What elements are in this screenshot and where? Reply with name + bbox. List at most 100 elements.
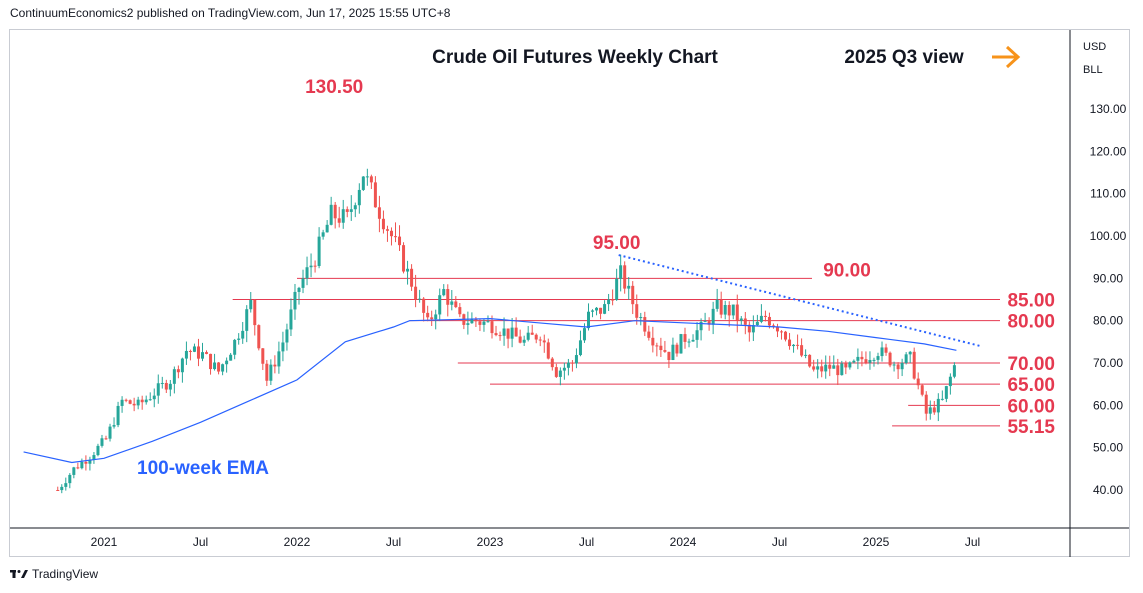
candle (828, 355, 832, 377)
arrow-right-icon (992, 45, 1021, 69)
footer[interactable]: TradingView (10, 567, 98, 581)
candle (217, 361, 221, 375)
candle (221, 363, 225, 376)
candle-body (225, 360, 229, 365)
candle-body (530, 332, 534, 335)
candle (715, 288, 719, 312)
candle (578, 330, 582, 357)
candle (904, 352, 908, 365)
candle-body (800, 345, 804, 356)
candle-body (587, 311, 590, 329)
candle-body (361, 176, 365, 190)
candle (361, 176, 365, 191)
candle (229, 352, 233, 361)
candle (365, 168, 369, 186)
candle-body (80, 461, 84, 469)
candle-body (373, 182, 377, 208)
currency-label: USD (1083, 41, 1107, 53)
candle (615, 268, 619, 301)
candle (450, 290, 454, 311)
candle (824, 355, 828, 379)
x-tick-label: 2025 (863, 535, 890, 549)
candle-body (498, 335, 502, 337)
candle-body (229, 354, 233, 361)
candle-body (418, 298, 422, 300)
candle (381, 210, 385, 234)
candle (502, 317, 506, 346)
candle-body (856, 356, 860, 361)
candle (120, 396, 124, 413)
candle (643, 311, 647, 337)
candle-body (615, 278, 619, 300)
candle-body (627, 285, 631, 289)
candle-body (92, 455, 96, 460)
candle (418, 289, 422, 303)
x-tick-label: 2023 (477, 535, 504, 549)
candle (896, 362, 900, 380)
candle-body (679, 334, 683, 354)
y-tick-label: 130.00 (1090, 102, 1127, 116)
candle (844, 360, 848, 375)
candle-body (932, 407, 936, 413)
candle-body (124, 399, 128, 401)
candle (747, 321, 751, 342)
candle (639, 312, 643, 326)
candle-body (152, 395, 156, 400)
candle-body (623, 265, 627, 289)
candle-body (454, 301, 458, 308)
candle-body (832, 365, 836, 369)
candle-body (410, 268, 414, 287)
candle (788, 332, 792, 350)
candle (345, 206, 349, 218)
candle (711, 301, 715, 335)
x-tick-label: Jul (965, 535, 980, 549)
candle (864, 351, 868, 365)
y-tick-label: 70.00 (1093, 356, 1123, 370)
candle-body (900, 362, 904, 370)
candle (60, 484, 64, 494)
candle (562, 362, 566, 380)
candle (72, 466, 76, 479)
candle (144, 395, 148, 405)
candle-body (780, 331, 783, 333)
candle-body (357, 189, 361, 206)
candle-body (201, 352, 204, 359)
chart-title: Crude Oil Futures Weekly Chart (432, 47, 718, 68)
candle (164, 379, 168, 394)
candle (522, 335, 526, 347)
price-scale-units[interactable]: USD BLL (1083, 36, 1106, 82)
candle-body (88, 459, 92, 464)
candle (663, 340, 667, 353)
candle (703, 312, 707, 323)
candle (659, 337, 663, 358)
level-label: 90.00 (823, 260, 871, 281)
candle (321, 229, 325, 240)
candle (494, 325, 498, 337)
candle (176, 365, 180, 379)
candle-body (631, 285, 635, 305)
chart-frame (9, 29, 1130, 557)
candle-body (514, 327, 518, 337)
candle-body (442, 289, 446, 296)
candle-body (804, 354, 808, 356)
candle-body (64, 483, 68, 487)
candle (225, 357, 229, 373)
candle-body (715, 299, 719, 309)
candle (80, 458, 84, 470)
candle-body (719, 299, 723, 315)
candle (84, 455, 88, 471)
candle-body (775, 327, 779, 332)
candle (253, 299, 257, 336)
candle (398, 225, 402, 251)
candle-body (458, 307, 462, 315)
candle (281, 331, 285, 362)
candle-body (912, 351, 916, 379)
candle-body (876, 356, 880, 360)
candle (353, 202, 357, 218)
candle-body (546, 342, 550, 359)
candle (325, 220, 329, 233)
candle (88, 456, 92, 471)
candle (209, 353, 213, 375)
candle (723, 300, 727, 320)
